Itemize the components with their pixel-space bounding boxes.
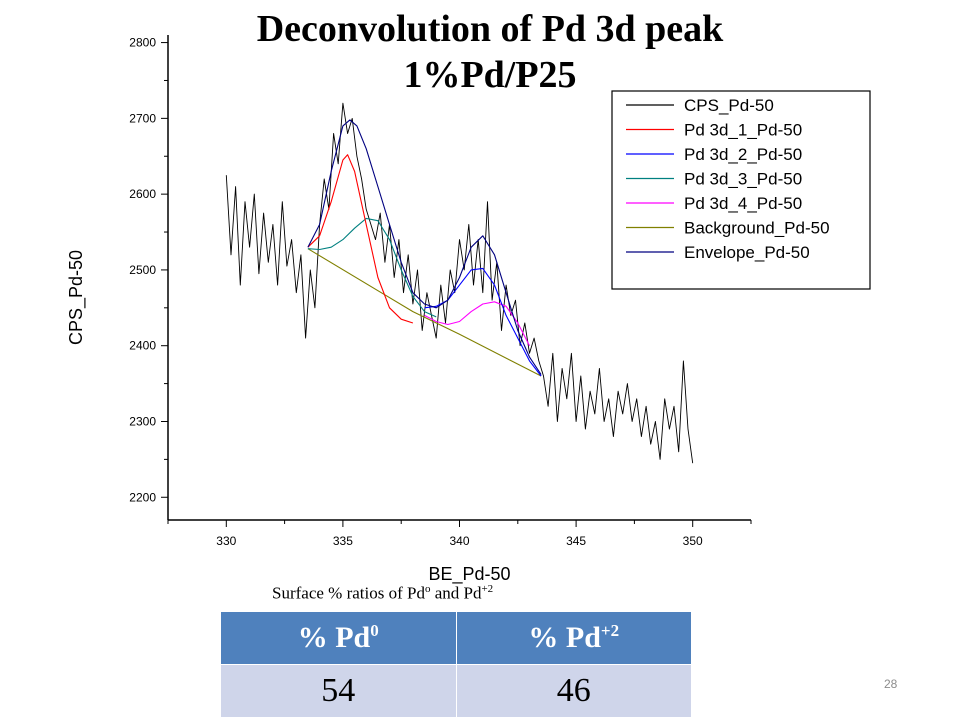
header-pd0-sup: 0 (370, 621, 379, 640)
legend-box (611, 90, 871, 290)
series-line-5 (307, 248, 542, 377)
series-line-6 (307, 119, 542, 375)
series-line-4 (424, 301, 530, 346)
series-line-0 (225, 102, 694, 464)
title-line-1: Deconvolution of Pd 3d peak (256, 8, 724, 50)
caption-prefix: Surface % ratios of Pd (272, 583, 425, 603)
y-tick-label-2600: 2600 (129, 187, 156, 201)
slide-number: 28 (884, 677, 898, 691)
x-tick-label-345: 345 (566, 534, 586, 548)
y-tick-label-2400: 2400 (129, 339, 156, 353)
caption-sup-2: +2 (481, 583, 494, 595)
header-pd0: % Pd0 (220, 611, 457, 665)
legend-label-2: Pd 3d_2_Pd-50 (684, 145, 802, 164)
value-pd2: 46 (455, 664, 692, 718)
x-axis-label: BE_Pd-50 (428, 564, 510, 585)
slide-title: Deconvolution of Pd 3d peak 1%Pd/P25 (120, 6, 860, 98)
x-tick-label-335: 335 (333, 534, 353, 548)
legend-label-5: Background_Pd-50 (684, 219, 830, 238)
x-tick-label-340: 340 (449, 534, 469, 548)
y-tick-label-2700: 2700 (129, 111, 156, 125)
y-tick-label-2300: 2300 (129, 414, 156, 428)
legend-label-0: CPS_Pd-50 (684, 96, 774, 115)
header-pd0-label: % Pd (297, 621, 371, 654)
header-pd2-sup: +2 (600, 621, 620, 640)
series-line-1 (307, 154, 414, 324)
caption-middle: and Pd (430, 583, 482, 603)
y-axis-label: CPS_Pd-50 (66, 250, 87, 345)
axis-ticks: 2200 2300 2400 2500 2600 2700 2800 330 335 340 345… (66, 36, 752, 585)
value-pd0: 54 (220, 664, 457, 718)
legend-label-4: Pd 3d_4_Pd-50 (684, 194, 802, 213)
legend-label-6: Envelope_Pd-50 (684, 243, 810, 262)
legend-label-3: Pd 3d_3_Pd-50 (684, 170, 802, 189)
series-group (225, 102, 694, 464)
table-row: 54 46 (220, 664, 692, 718)
header-pd2: % Pd+2 (455, 611, 692, 665)
caption-sup-1: o (424, 583, 431, 595)
legend: CPS_Pd-50 Pd 3d_1_Pd-50 Pd 3d_2_Pd-50 Pd 3d… (611, 90, 871, 290)
legend-label-1: Pd 3d_1_Pd-50 (684, 121, 802, 140)
xps-deconvolution-chart: 2200 2300 2400 2500 2600 2700 2800 330 335 340 345… (66, 35, 871, 585)
x-tick-label-330: 330 (216, 534, 236, 548)
ratio-table: % Pd0 % Pd+2 54 46 (220, 611, 692, 718)
table-header-row: % Pd0 % Pd+2 (220, 611, 692, 665)
y-tick-label-2200: 2200 (129, 490, 156, 504)
header-pd2-label: % Pd (528, 621, 601, 654)
y-tick-label-2500: 2500 (129, 263, 156, 277)
x-tick-label-350: 350 (683, 534, 703, 548)
series-line-3 (307, 217, 437, 318)
ratio-caption: Surface % ratios of Pdo and Pd+2 (272, 583, 493, 604)
y-tick-label-2800: 2800 (129, 36, 156, 50)
title-line-2: 1%Pd/P25 (403, 54, 577, 96)
